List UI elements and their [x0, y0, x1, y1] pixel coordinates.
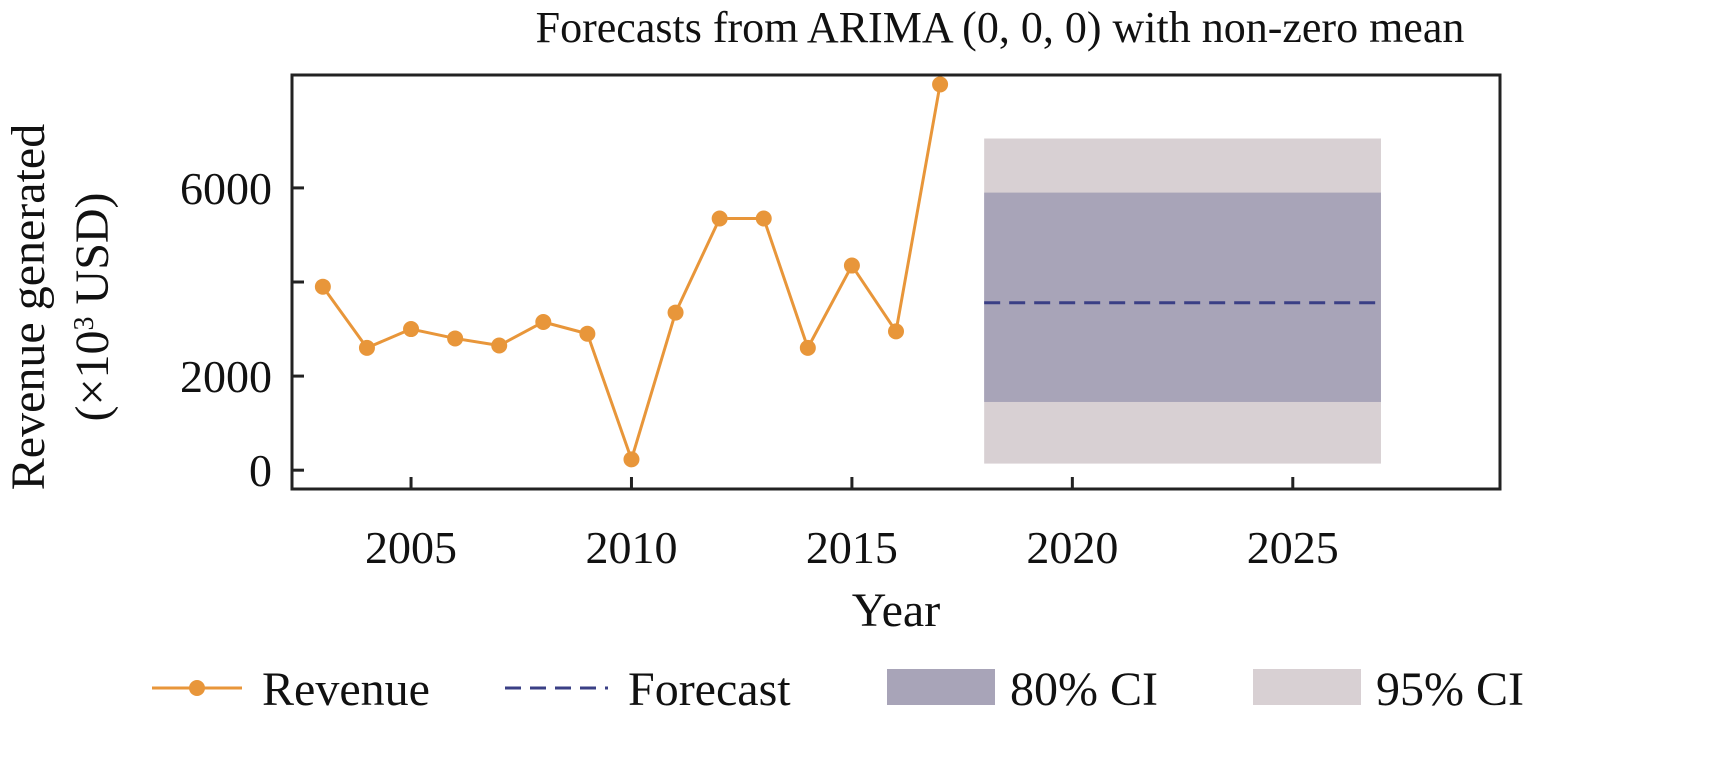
legend-item-forecast: Forecast [505, 663, 791, 716]
legend-ci80-label: 80% CI [1010, 663, 1158, 716]
ci80-band-layer [984, 192, 1381, 402]
ci80-band [984, 192, 1381, 402]
legend-revenue-label: Revenue [262, 663, 430, 716]
data-point-revenue-2009 [579, 325, 596, 342]
chart-title: Forecasts from ARIMA (0, 0, 0) with non-… [536, 3, 1465, 52]
x-axis: 2005 2010 2015 2020 2025 [365, 477, 1339, 573]
revenue-series-layer [314, 76, 949, 468]
legend-revenue-marker [189, 680, 205, 696]
y-tick-label-2000: 2000 [180, 351, 272, 402]
legend-ci80-swatch [887, 669, 995, 705]
x-tick-label-2005: 2005 [365, 522, 457, 573]
y-axis-title-prefix: (×10 [66, 330, 119, 421]
x-tick-label-2010: 2010 [585, 522, 677, 573]
legend: Revenue Forecast 80% CI 95% CI [152, 663, 1524, 716]
legend-forecast-label: Forecast [628, 663, 791, 716]
legend-item-revenue: Revenue [152, 663, 430, 716]
y-axis: 0 2000 6000 [180, 163, 304, 496]
x-tick-label-2015: 2015 [806, 522, 898, 573]
data-point-revenue-2008 [535, 313, 552, 330]
data-point-revenue-2014 [799, 339, 816, 356]
data-point-revenue-2004 [358, 339, 375, 356]
data-point-revenue-2006 [447, 330, 464, 347]
x-tick-label-2025: 2025 [1247, 522, 1339, 573]
data-point-revenue-2005 [403, 321, 420, 338]
legend-item-ci80: 80% CI [887, 663, 1158, 716]
data-point-revenue-2013 [755, 210, 772, 227]
y-tick-label-0: 0 [249, 445, 272, 496]
legend-ci95-swatch [1253, 669, 1361, 705]
x-tick-label-2020: 2020 [1026, 522, 1118, 573]
y-axis-title-line2: (×103 USD) [66, 192, 119, 421]
data-point-revenue-2010 [623, 451, 640, 468]
data-point-revenue-2011 [667, 304, 684, 321]
y-tick-label-6000: 6000 [180, 163, 272, 214]
data-point-revenue-2015 [843, 257, 860, 274]
x-axis-title: Year [852, 584, 940, 637]
y-axis-title: Revenue generated (×103 USD) [2, 124, 119, 490]
y-axis-title-line1: Revenue generated [2, 124, 55, 490]
data-point-revenue-2007 [491, 337, 508, 354]
data-point-revenue-2003 [314, 278, 331, 295]
data-point-revenue-2017 [932, 76, 949, 93]
data-point-revenue-2016 [888, 323, 904, 340]
legend-ci95-label: 95% CI [1376, 663, 1524, 716]
y-axis-title-suffix: USD) [66, 192, 119, 316]
data-point-revenue-2012 [711, 210, 728, 227]
y-axis-title-superscript: 3 [69, 316, 100, 330]
legend-item-ci95: 95% CI [1253, 663, 1524, 716]
